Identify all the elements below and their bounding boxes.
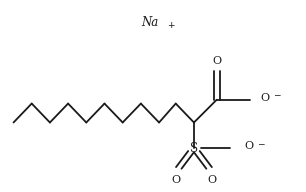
Text: O: O [207, 175, 217, 185]
Text: O: O [244, 141, 253, 151]
Text: O: O [212, 56, 221, 66]
Text: +: + [167, 21, 174, 30]
Text: O: O [261, 93, 270, 103]
Text: −: − [273, 91, 281, 100]
Text: O: O [171, 175, 180, 185]
Text: −: − [257, 139, 264, 148]
Text: S: S [190, 142, 198, 155]
Text: Na: Na [141, 16, 159, 29]
